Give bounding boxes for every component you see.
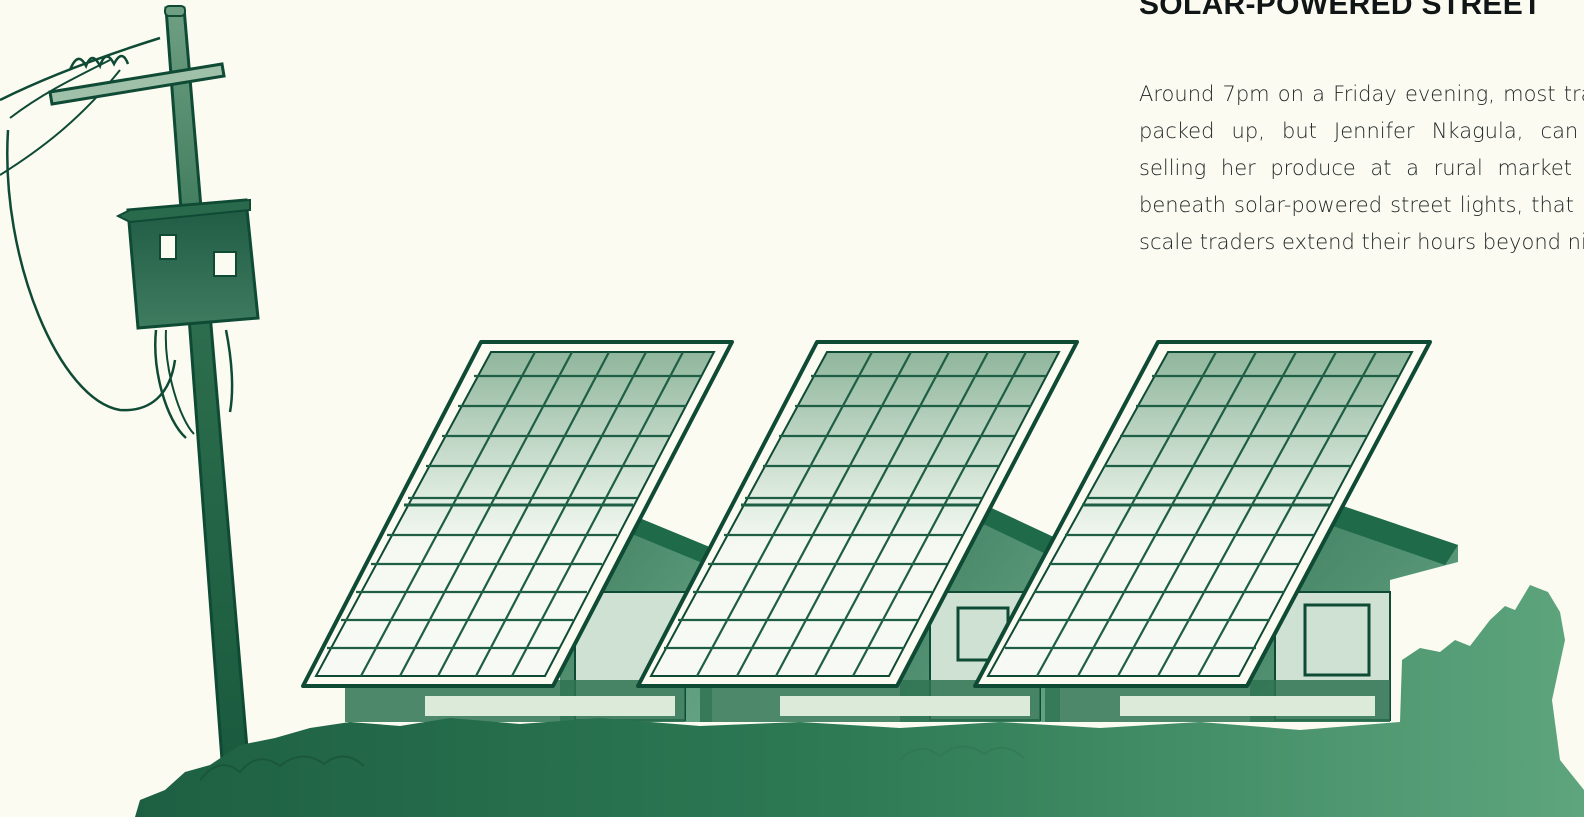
solar-panel-1 <box>301 340 734 688</box>
story-text-panel: SOLAR-POWERED STREET Around 7pm on a Fri… <box>1139 0 1584 300</box>
utility-pole <box>0 5 260 762</box>
solar-panel-2 <box>636 340 1079 688</box>
bushes <box>135 585 1584 817</box>
article-paragraph: Around 7pm on a Friday evening, most tra… <box>1139 82 1584 254</box>
article-title: SOLAR-POWERED STREET <box>1139 0 1542 21</box>
solar-panel-3 <box>973 340 1432 688</box>
